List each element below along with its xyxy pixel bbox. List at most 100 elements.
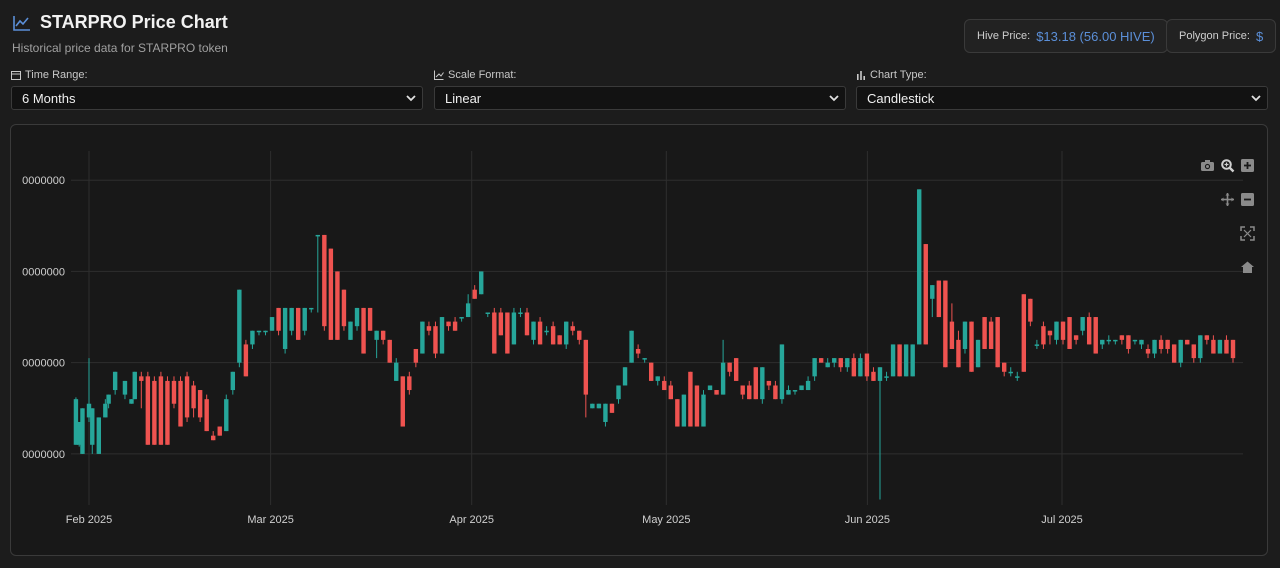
candle-body: [825, 362, 830, 368]
candle: [930, 285, 935, 318]
candle: [733, 358, 739, 381]
candle: [1139, 339, 1144, 349]
candle-body: [112, 371, 118, 391]
candle-body: [276, 307, 281, 331]
chevron-down-icon: [1251, 95, 1261, 102]
candle: [80, 408, 85, 454]
candle-body: [753, 367, 758, 400]
candle: [714, 390, 719, 395]
candle: [825, 358, 830, 368]
candle: [1028, 298, 1033, 327]
candle-body: [191, 385, 196, 409]
candle: [943, 280, 948, 368]
pan-icon[interactable]: [1221, 193, 1234, 206]
candle-body: [910, 344, 915, 377]
reset-axes-icon[interactable]: [1241, 261, 1254, 274]
candle: [237, 289, 242, 368]
candle-body: [1217, 339, 1223, 354]
candle-body: [851, 358, 857, 377]
candle: [132, 371, 137, 400]
candle: [335, 271, 340, 340]
candle-body: [518, 312, 523, 314]
candle-body: [1191, 344, 1196, 359]
candle-body: [923, 244, 928, 345]
candles: [73, 189, 1236, 500]
candle: [642, 358, 647, 363]
candle-body: [531, 321, 536, 340]
scale-format-select[interactable]: Linear: [434, 86, 846, 110]
candle-body: [80, 408, 85, 454]
candle: [439, 317, 445, 354]
candle: [923, 244, 928, 345]
candle-body: [845, 358, 850, 368]
candle-body: [760, 367, 765, 400]
candle: [145, 371, 151, 445]
candle: [537, 317, 543, 345]
candle-body: [367, 307, 373, 331]
candle: [707, 385, 713, 391]
candle: [485, 312, 490, 318]
candle: [871, 367, 876, 381]
zoom-out-icon[interactable]: [1241, 193, 1254, 206]
candle-body: [90, 408, 95, 445]
candle-body: [642, 358, 647, 360]
candle: [341, 289, 347, 331]
candle-body: [733, 358, 739, 381]
candle-body: [1034, 344, 1040, 346]
zoom-in-icon[interactable]: [1241, 159, 1254, 172]
candle: [988, 317, 994, 349]
candle: [1126, 335, 1131, 354]
candle-body: [498, 312, 504, 336]
candle-body: [426, 326, 432, 331]
candle: [129, 399, 134, 404]
candle: [1100, 339, 1105, 349]
scale-format-label: Scale Format:: [448, 69, 517, 81]
candle: [622, 367, 628, 386]
candle: [975, 339, 981, 368]
chart-type-label: Chart Type:: [870, 69, 927, 81]
candle-body: [485, 312, 490, 314]
candle-body: [1080, 317, 1085, 331]
candle: [1211, 335, 1216, 354]
candle-body: [1060, 321, 1066, 340]
candle: [1191, 344, 1196, 363]
candle-body: [1132, 339, 1138, 342]
time-range-select[interactable]: 6 Months: [11, 86, 423, 110]
candle-body: [511, 312, 517, 345]
candlestick-chart[interactable]: 0000000 0000000 0000000 0000000 Feb 2025 Mar…: [11, 125, 1267, 555]
candle-body: [420, 321, 425, 354]
candle-body: [295, 307, 301, 340]
candle-body: [1152, 339, 1157, 354]
x-tick-label: Apr 2025: [449, 514, 494, 526]
chart-type-select[interactable]: Candlestick: [856, 86, 1268, 110]
polygon-price-value: $: [1255, 28, 1264, 44]
autoscale-icon[interactable]: [1240, 226, 1255, 241]
candle-body: [315, 234, 320, 237]
candle-body: [786, 390, 791, 395]
candle-body: [492, 312, 497, 354]
candle: [1230, 339, 1236, 363]
candle: [106, 394, 111, 409]
candle-body: [1054, 321, 1059, 340]
candle: [577, 330, 582, 345]
candle: [1217, 339, 1223, 354]
candle-body: [129, 399, 134, 404]
zoom-icon[interactable]: [1221, 159, 1235, 173]
candle: [903, 344, 909, 377]
camera-icon[interactable]: [1201, 160, 1214, 171]
candle-body: [688, 371, 693, 427]
candle: [1145, 344, 1151, 359]
candle-body: [982, 317, 987, 349]
candle-body: [805, 380, 811, 391]
candle: [544, 326, 549, 336]
y-axis-ticks: 0000000 0000000 0000000 0000000: [22, 175, 65, 461]
candle-body: [871, 371, 876, 381]
candle-body: [309, 307, 314, 310]
candle: [681, 394, 687, 427]
candle: [766, 380, 772, 391]
candle-body: [590, 403, 595, 409]
candle-body: [165, 380, 170, 445]
candle: [812, 358, 817, 381]
candle-body: [158, 376, 164, 445]
candle-body: [975, 339, 981, 368]
